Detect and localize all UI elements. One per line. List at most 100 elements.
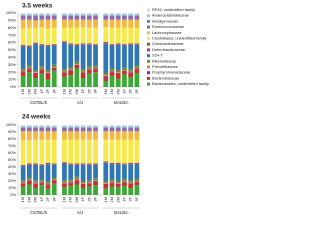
bar-segment xyxy=(103,162,109,181)
bar-segment xyxy=(62,131,67,140)
bar-segment xyxy=(80,27,86,44)
bar-segment xyxy=(122,182,127,186)
bar-segment xyxy=(103,161,109,163)
bar-segment xyxy=(122,14,127,16)
x-tick-label: 1F xyxy=(122,88,127,93)
legend-label: S24-7 xyxy=(152,53,162,58)
bar-segment xyxy=(39,127,45,132)
bar-segment xyxy=(134,125,140,127)
y-tick-label: 20% xyxy=(8,69,16,74)
bar-segment xyxy=(39,45,45,67)
bar-segment xyxy=(20,186,26,195)
bar-segment xyxy=(128,14,134,16)
bar-segment xyxy=(93,164,98,165)
bar-segment xyxy=(115,78,121,87)
bar-segment xyxy=(33,164,38,165)
bar-segment xyxy=(134,68,140,70)
bar-segment xyxy=(39,127,45,128)
bar-segment xyxy=(33,183,38,184)
bar-segment xyxy=(20,28,26,45)
bar-segment xyxy=(93,181,98,186)
bar-segment xyxy=(45,131,51,140)
bar-segment xyxy=(39,44,45,46)
bar-segment xyxy=(20,13,26,15)
bar-segment xyxy=(68,75,74,87)
bar-segment xyxy=(33,15,38,21)
legend-label: Bacteroidales; unidentified family xyxy=(152,81,209,86)
legend-swatch xyxy=(147,37,150,40)
bar-segment xyxy=(45,15,51,20)
bar-segment xyxy=(103,125,109,127)
bar-segment xyxy=(74,163,80,165)
bar-segment xyxy=(33,78,38,87)
x-tick-label: 2F xyxy=(86,88,91,93)
bar-segment xyxy=(68,182,74,184)
bar-segment xyxy=(109,131,115,140)
bar-segment xyxy=(122,127,127,132)
bar-segment xyxy=(134,126,140,128)
bar-segment xyxy=(80,15,86,16)
bar-segment xyxy=(134,43,140,45)
bar-segment xyxy=(62,15,67,20)
bar-segment xyxy=(74,125,80,127)
bar-segment xyxy=(115,163,121,165)
bar-segment xyxy=(109,181,115,183)
bar-segment xyxy=(115,73,121,79)
bar-segment xyxy=(93,163,98,165)
chart-title: 3.5 weeks xyxy=(22,3,53,10)
bar-segment xyxy=(86,139,92,164)
bar-segment xyxy=(86,19,92,28)
bar-segment xyxy=(122,67,127,70)
bar-segment xyxy=(51,131,57,140)
bar-segment xyxy=(26,47,32,66)
bar-segment xyxy=(74,164,80,165)
bar-segment xyxy=(26,181,32,185)
x-tick-label: 3M xyxy=(115,89,120,95)
bar-segment xyxy=(86,182,92,184)
bar-segment xyxy=(115,43,121,45)
bar-segment xyxy=(109,139,115,163)
legend-swatch xyxy=(147,48,150,52)
legend-swatch xyxy=(147,31,150,35)
x-tick-label: 3F xyxy=(51,196,56,201)
bar-segment xyxy=(103,126,109,128)
bar-segment xyxy=(26,45,32,47)
bar-segment xyxy=(68,125,74,127)
y-tick-label: 100% xyxy=(6,122,17,127)
bar-segment xyxy=(39,14,45,16)
y-tick-label: 60% xyxy=(8,150,16,155)
bar-segment xyxy=(20,70,26,72)
group-label: A/J xyxy=(77,210,83,215)
bar-segment xyxy=(134,164,140,179)
bar-segment xyxy=(74,19,80,28)
bar-segment xyxy=(51,44,57,45)
bar-segment xyxy=(45,79,51,87)
bar-segment xyxy=(128,125,134,127)
bar-segment xyxy=(45,15,51,16)
bar-segment xyxy=(51,14,57,16)
x-tick-label: 2M xyxy=(68,197,73,203)
bar-segment xyxy=(86,69,92,74)
bar-segment xyxy=(26,184,32,195)
bar-segment xyxy=(103,41,109,43)
bar-segment xyxy=(115,164,121,181)
bar-segment xyxy=(103,76,109,82)
bar-segment xyxy=(62,76,67,87)
bar-segment xyxy=(128,72,134,78)
bar-segment xyxy=(26,125,32,127)
bar-segment xyxy=(80,183,86,185)
y-tick-label: 100% xyxy=(6,10,17,15)
y-tick-label: 10% xyxy=(8,77,16,82)
bar-segment xyxy=(103,184,109,189)
bar-segment xyxy=(51,180,57,181)
bar-segment xyxy=(134,182,140,186)
bar-segment xyxy=(26,14,32,16)
bar-segment xyxy=(122,71,127,75)
bar-segment xyxy=(86,44,92,45)
x-tick-label: 3F xyxy=(93,88,98,93)
bar-segment xyxy=(80,15,86,20)
bar-segment xyxy=(62,162,67,164)
bar-segment xyxy=(128,44,134,45)
bar-segment xyxy=(122,126,127,128)
bar-segment xyxy=(39,183,45,186)
